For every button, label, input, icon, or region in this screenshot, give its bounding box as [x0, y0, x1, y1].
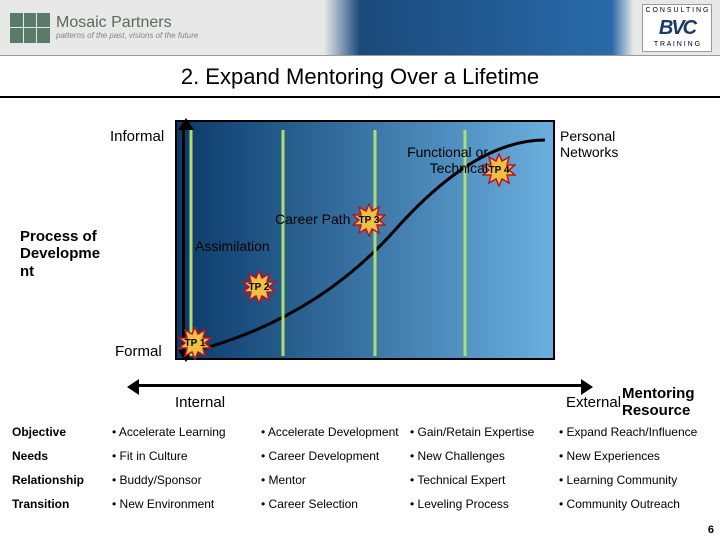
x-axis-left-label: Internal [175, 394, 225, 411]
label-career-path: Career Path [275, 211, 350, 227]
tp2-star: TP 2 [242, 270, 276, 304]
x-axis-arrow [135, 384, 585, 387]
logo-right: C O N S U L T I N G BVC T R A I N I N G [642, 4, 712, 52]
table-row: Relationship Buddy/Sponsor Mentor Techni… [12, 473, 708, 487]
y-axis-title: Process of Developme nt [20, 228, 110, 280]
table: Objective Accelerate Learning Accelerate… [12, 425, 708, 521]
logo-right-letters: BVC [645, 17, 709, 39]
table-row: Needs Fit in Culture Career Development … [12, 449, 708, 463]
y-axis-top-label: Informal [110, 128, 164, 145]
logo-main-text: Mosaic Partners [56, 14, 198, 32]
label-personal: Personal Networks [560, 128, 640, 160]
page-title: 2. Expand Mentoring Over a Lifetime [0, 56, 720, 98]
label-functional: Functional or Technical [398, 144, 488, 176]
logo-left: Mosaic Partners patterns of the past, vi… [0, 13, 198, 43]
page-number: 6 [708, 524, 714, 536]
x-axis-title: Mentoring Resource [622, 386, 720, 419]
table-row: Objective Accelerate Learning Accelerate… [12, 425, 708, 439]
label-assimilation: Assimilation [195, 238, 270, 254]
logo-right-bottom: T R A I N I N G [645, 41, 709, 49]
chart-area: Informal Process of Developme nt Formal … [0, 98, 720, 398]
tp3-star: TP 3 [352, 203, 386, 237]
header-bar: Mosaic Partners patterns of the past, vi… [0, 0, 720, 56]
x-axis-right-label: External [566, 394, 621, 411]
y-axis-bottom-label: Formal [115, 343, 162, 360]
logo-right-top: C O N S U L T I N G [645, 7, 709, 15]
y-axis-arrow [182, 126, 185, 354]
tp1-star: TP 1 [178, 326, 212, 360]
mosaic-icon [10, 13, 50, 43]
table-row: Transition New Environment Career Select… [12, 497, 708, 511]
logo-tagline: patterns of the past, visions of the fut… [56, 32, 198, 41]
